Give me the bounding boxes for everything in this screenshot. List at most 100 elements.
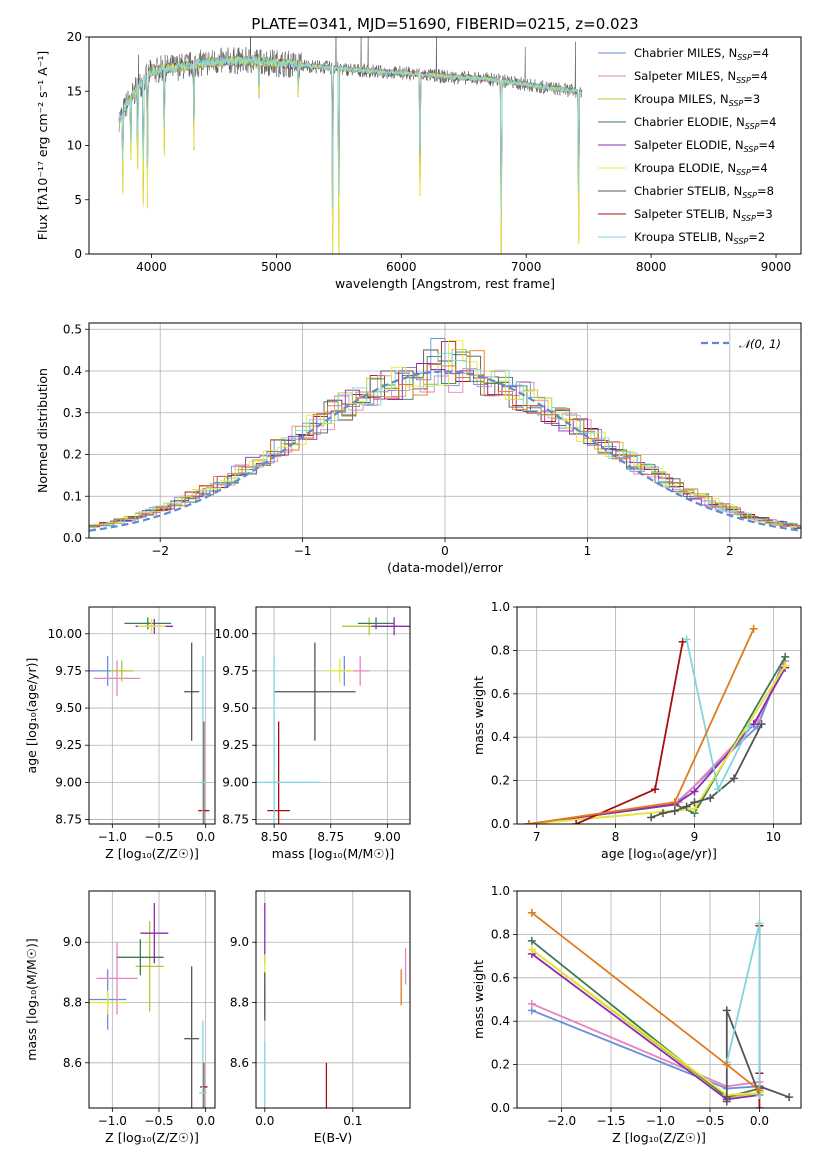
legend-nssp-value: =4: [760, 115, 777, 129]
axes-frame: [516, 606, 802, 825]
legend-nssp-prefix: , N: [720, 69, 736, 83]
legend-series-name: Chabrier ELODIE: [634, 115, 729, 129]
legend-series-name: Chabrier STELIB: [634, 184, 726, 198]
errorbar-point: [96, 942, 138, 1015]
y-axis-label: mass weight: [471, 676, 486, 755]
x-axis-label: wavelength [Angstrom, rest frame]: [335, 276, 555, 291]
y-axis-label: mass weight: [471, 960, 486, 1039]
weight-marker: [647, 813, 656, 822]
legend-series-name: Kroupa ELODIE: [634, 161, 720, 175]
y-tick-label: 0.8: [491, 927, 510, 941]
legend-entry: Salpeter ELODIE, NSSP=4: [634, 138, 775, 154]
x-tick-label: 1: [584, 544, 592, 558]
legend-series-name: Kroupa MILES: [634, 92, 713, 106]
x-tick-label: 5000: [261, 260, 292, 274]
axes-frame: [88, 890, 216, 1109]
x-tick-label: 0.0: [750, 1114, 769, 1128]
y-tick-label: 8.8: [63, 996, 82, 1010]
panel-mass-vs-ebv: 0.0 0.1 8.6 8.8 9.0 E(B-V): [230, 890, 411, 1145]
histogram-step: [92, 340, 801, 527]
errorbar-point: [274, 642, 356, 741]
x-axis-label: Z [log₁₀(Z/Z☉)]: [105, 846, 199, 861]
histogram-step: [89, 352, 801, 528]
weight-marker: [524, 820, 533, 824]
axes-frame: [88, 36, 802, 255]
legend-entry: Salpeter MILES, NSSP=4: [634, 69, 768, 85]
x-tick-label: −0.5: [144, 1114, 173, 1128]
x-tick-label: −1.0: [646, 1114, 675, 1128]
x-tick-label: −0.5: [695, 1114, 724, 1128]
y-tick-label: 9.25: [55, 738, 82, 752]
x-tick-label: 0.0: [196, 1114, 215, 1128]
legend-nssp-sub: SSP: [734, 237, 749, 246]
weight-marker: [755, 919, 764, 928]
legend-nssp-sub: SSP: [737, 53, 752, 62]
y-tick-label: 0.6: [491, 971, 510, 985]
legend-nssp-value: =4: [751, 69, 768, 83]
x-tick-label: 9.00: [374, 830, 401, 844]
x-axis-label: Z [log₁₀(Z/Z☉)]: [105, 1130, 199, 1145]
weight-line: [528, 656, 787, 824]
plot-area-mass-weight-vs-age: [524, 624, 790, 824]
x-tick-label: 10: [766, 830, 781, 844]
y-tick-label: 0.1: [63, 489, 82, 503]
x-tick-label: 9: [691, 830, 699, 844]
weight-line: [528, 656, 786, 824]
legend-nssp-prefix: , N: [720, 161, 736, 175]
weight-marker: [749, 624, 758, 633]
errorbar-point: [371, 617, 410, 636]
legend: 𝒩(0, 1): [701, 337, 781, 351]
errorbar-point: [267, 721, 290, 824]
errorbar-point: [326, 659, 354, 683]
x-axis-label: E(B-V): [314, 1130, 353, 1145]
y-tick-label: 15: [67, 84, 82, 98]
y-tick-label: 1.0: [491, 600, 510, 614]
y-tick-label: 9.25: [222, 738, 249, 752]
weight-marker: [755, 1086, 764, 1095]
legend-entry: 𝒩(0, 1): [739, 337, 781, 351]
y-tick-label: 0.0: [491, 817, 510, 831]
x-axis-label: Z [log₁₀(Z/Z☉)]: [612, 1130, 706, 1145]
x-tick-label: −1: [294, 544, 312, 558]
y-tick-label: 8.75: [55, 813, 82, 827]
axes-frame: [255, 890, 411, 1109]
legend-nssp-value: =4: [751, 161, 768, 175]
panel-age-vs-Z: −1.0 −0.5 0.0 8.75 9.00 9.25 9.50 9.75 10.00 Z [l…: [24, 606, 216, 861]
y-tick-label: 1.0: [491, 884, 510, 898]
legend-entry: Kroupa MILES, NSSP=3: [634, 92, 760, 108]
axes-frame: [88, 606, 216, 825]
plot-area-age-vs-Z: [89, 617, 210, 824]
legend-series-name: Kroupa STELIB: [634, 230, 718, 244]
y-tick-label: 10.00: [215, 627, 249, 641]
plot-area-mass-weight-vs-Z: [527, 908, 794, 1108]
weight-marker: [527, 908, 536, 917]
y-tick-label: 0.8: [491, 643, 510, 657]
panel-mass-vs-Z: −1.0 −0.5 0.0 8.6 8.8 9.0 Z [log₁₀(Z/Z☉)] mass …: [24, 890, 216, 1145]
panel-mass-weight-vs-age: 7 8 9 10 0.0 0.2 0.4 0.6 0.8 1.0 age [log₁₀(age/yr…: [471, 600, 802, 861]
weight-marker: [714, 785, 723, 794]
x-tick-label: 6000: [386, 260, 417, 274]
x-tick-label: 7: [533, 830, 541, 844]
weight-line: [528, 667, 786, 824]
legend-entry: Kroupa STELIB, NSSP=2: [634, 230, 765, 246]
weight-marker: [670, 806, 679, 815]
y-tick-label: 9.75: [222, 664, 249, 678]
y-tick-label: 0.6: [491, 687, 510, 701]
x-tick-label: −2: [151, 544, 169, 558]
weight-marker: [658, 809, 667, 818]
axes-frame: [516, 890, 802, 1109]
y-tick-label: 0.0: [63, 531, 82, 545]
spectrum-model-line: [118, 55, 582, 220]
x-tick-label: −2.0: [547, 1114, 576, 1128]
x-tick-label: 0.0: [196, 830, 215, 844]
weight-marker: [755, 1104, 764, 1108]
y-tick-label: 9.50: [222, 701, 249, 715]
y-axis-label: age [log₁₀(age/yr)]: [24, 658, 39, 774]
y-tick-label: 0.0: [491, 1101, 510, 1115]
y-tick-label: 0: [74, 247, 82, 261]
weight-line: [531, 948, 760, 1096]
errorbar-point: [351, 656, 370, 686]
histogram-step: [89, 351, 801, 529]
legend-nssp-sub: SSP: [744, 145, 759, 154]
